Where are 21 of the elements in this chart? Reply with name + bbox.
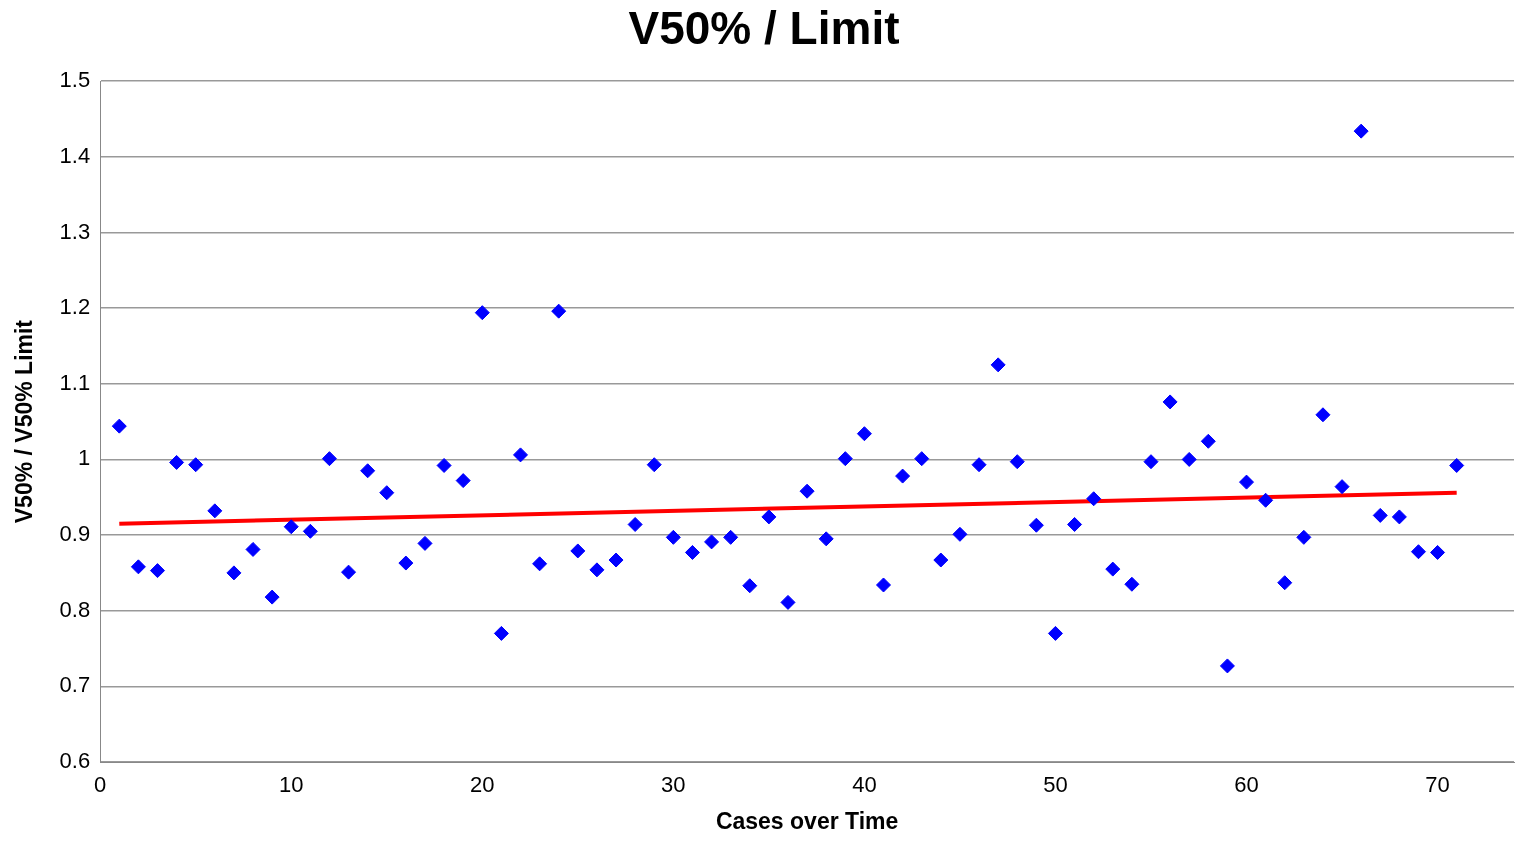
y-tick-label: 1.4 — [59, 142, 91, 168]
x-tick-label: 40 — [852, 772, 877, 798]
x-tick-label: 50 — [1043, 772, 1068, 798]
y-tick-label: 1 — [77, 445, 91, 471]
y-tick-label: 1.2 — [59, 294, 91, 320]
x-tick-label: 0 — [94, 772, 107, 798]
y-tick-label: 0.8 — [59, 596, 91, 622]
y-axis-title: V50% / V50% Limit — [11, 319, 38, 524]
x-tick-label: 10 — [279, 772, 304, 798]
y-tick-label: 1.3 — [59, 218, 91, 244]
y-tick-label: 0.7 — [59, 672, 91, 698]
y-tick-label: 1.1 — [59, 369, 91, 395]
x-tick-label: 60 — [1234, 772, 1259, 798]
chart-title: V50% / Limit — [628, 2, 900, 55]
x-tick-label: 30 — [661, 772, 686, 798]
y-tick-label: 1.5 — [59, 67, 91, 93]
y-tick-label: 0.9 — [59, 521, 91, 547]
x-tick-label: 20 — [470, 772, 495, 798]
y-tick-label: 0.6 — [59, 748, 91, 774]
x-tick-label: 70 — [1425, 772, 1450, 798]
x-axis-title: Cases over Time — [715, 807, 899, 834]
